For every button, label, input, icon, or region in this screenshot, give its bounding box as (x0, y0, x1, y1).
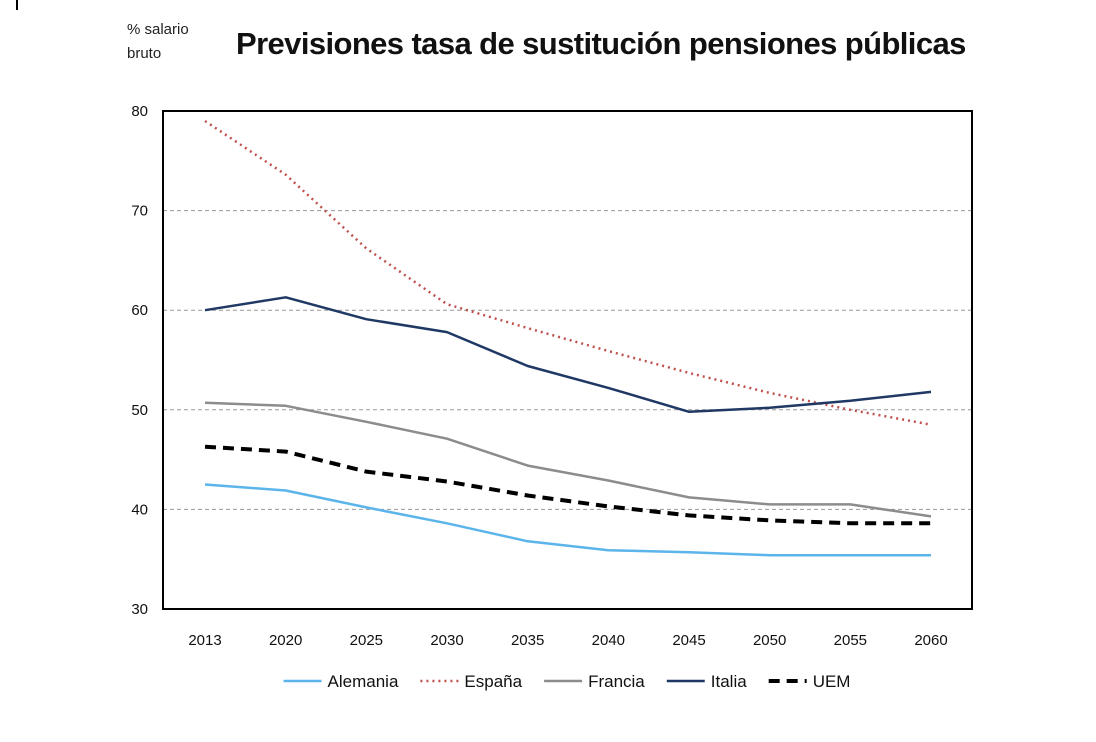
legend: Alemania España Francia Italia UEM (283, 672, 851, 691)
y-tick-label: 60 (131, 302, 148, 319)
legend-label-francia: Francia (588, 672, 645, 691)
series-lines (204, 119, 932, 557)
x-tick-label: 2045 (672, 632, 705, 649)
x-tick-label: 2035 (511, 632, 544, 649)
x-axis-ticks: 2013 2020 2025 2030 2035 2040 2045 2050 2055 2060 (188, 632, 947, 649)
legend-label-uem: UEM (813, 672, 851, 691)
unit-label-line-2: bruto (127, 45, 162, 62)
y-tick-label: 40 (131, 501, 148, 518)
x-tick-label: 2060 (914, 632, 947, 649)
x-tick-label: 2050 (753, 632, 786, 649)
y-tick-label: 80 (131, 103, 148, 120)
legend-label-alemania: Alemania (328, 672, 399, 691)
y-tick-label: 70 (131, 203, 148, 220)
series-line-italia (204, 296, 932, 414)
series-line-españa (204, 119, 932, 426)
x-tick-label: 2030 (430, 632, 463, 649)
y-axis-ticks: 30 40 50 60 70 80 (131, 103, 148, 618)
x-tick-label: 2040 (592, 632, 625, 649)
chart-title: Previsiones tasa de sustitución pensione… (236, 26, 966, 61)
x-tick-label: 2055 (834, 632, 867, 649)
legend-label-italia: Italia (711, 672, 747, 691)
x-tick-label: 2025 (350, 632, 383, 649)
series-line-francia (204, 401, 932, 518)
gridlines (163, 210, 972, 510)
corner-tick-mark (16, 0, 18, 10)
unit-label-line-1: % salario (127, 21, 189, 38)
legend-label-españa: España (464, 672, 522, 691)
x-tick-label: 2013 (188, 632, 221, 649)
plot-frame (162, 110, 973, 610)
series-line-alemania (204, 483, 931, 557)
y-tick-label: 50 (131, 402, 148, 419)
y-tick-label: 30 (131, 601, 148, 618)
x-tick-label: 2020 (269, 632, 302, 649)
series-line-uem (204, 444, 931, 526)
y-axis-unit-label: % salario bruto (127, 18, 189, 66)
